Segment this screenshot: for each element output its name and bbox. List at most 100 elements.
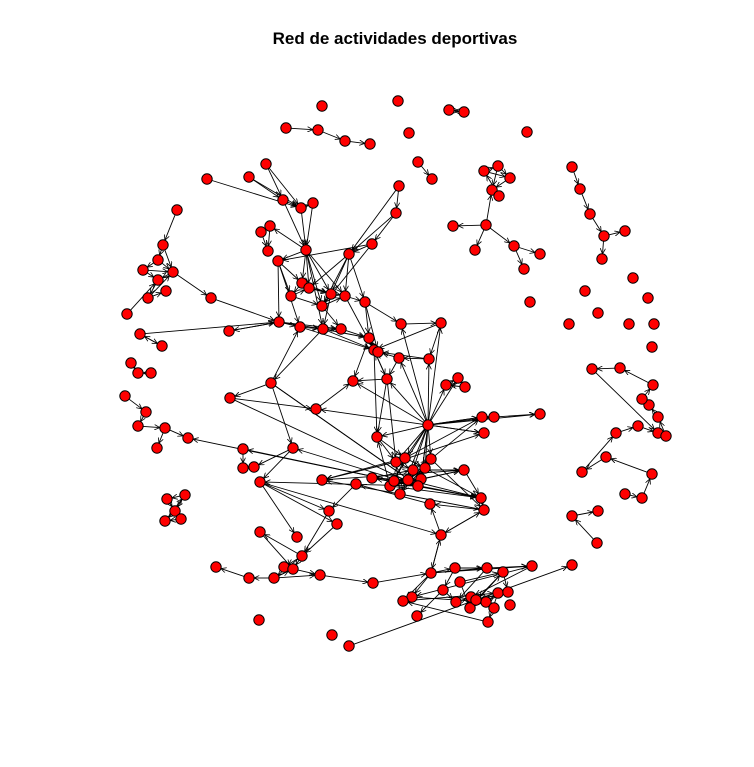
node bbox=[372, 346, 384, 358]
edge bbox=[265, 535, 298, 554]
node bbox=[156, 340, 168, 352]
node bbox=[119, 390, 131, 402]
node bbox=[574, 183, 586, 195]
node bbox=[435, 317, 447, 329]
edge bbox=[496, 180, 506, 187]
edge bbox=[147, 273, 153, 277]
node bbox=[422, 419, 434, 431]
node bbox=[411, 610, 423, 622]
edge bbox=[355, 342, 368, 376]
node bbox=[347, 375, 359, 387]
node bbox=[524, 296, 536, 308]
node bbox=[134, 328, 146, 340]
node bbox=[303, 282, 315, 294]
node bbox=[407, 464, 419, 476]
node bbox=[169, 505, 181, 517]
node bbox=[125, 357, 137, 369]
edge bbox=[645, 389, 650, 396]
edge bbox=[295, 297, 317, 305]
node bbox=[254, 476, 266, 488]
edge bbox=[611, 459, 648, 473]
edge bbox=[433, 425, 479, 433]
node bbox=[132, 420, 144, 432]
edge bbox=[278, 266, 279, 317]
edge bbox=[454, 111, 459, 112]
edge bbox=[327, 330, 369, 348]
node bbox=[646, 341, 658, 353]
edge bbox=[431, 540, 439, 569]
node bbox=[423, 353, 435, 365]
edge bbox=[464, 573, 498, 582]
node bbox=[521, 126, 533, 138]
node bbox=[623, 318, 635, 330]
node bbox=[151, 442, 163, 454]
edge bbox=[268, 167, 298, 204]
node bbox=[502, 586, 514, 598]
node bbox=[291, 531, 303, 543]
node bbox=[323, 505, 335, 517]
node bbox=[447, 220, 459, 232]
edge bbox=[324, 309, 337, 325]
node bbox=[159, 422, 171, 434]
edge bbox=[409, 459, 421, 465]
node bbox=[619, 225, 631, 237]
edge bbox=[415, 429, 427, 465]
node bbox=[600, 451, 612, 463]
edge bbox=[573, 171, 578, 184]
node bbox=[367, 577, 379, 589]
edge bbox=[642, 428, 653, 432]
edge bbox=[489, 168, 493, 170]
edge bbox=[284, 204, 304, 246]
edge bbox=[308, 254, 329, 290]
edge bbox=[476, 567, 528, 594]
edge bbox=[458, 225, 481, 226]
edge bbox=[291, 128, 313, 129]
node bbox=[458, 106, 470, 118]
node bbox=[586, 363, 598, 375]
edge bbox=[327, 458, 401, 478]
node bbox=[243, 171, 255, 183]
node bbox=[632, 420, 644, 432]
node bbox=[660, 430, 672, 442]
node bbox=[335, 323, 347, 335]
edge bbox=[283, 323, 295, 326]
node bbox=[478, 427, 490, 439]
edge bbox=[235, 384, 267, 396]
node bbox=[504, 172, 516, 184]
node bbox=[464, 602, 476, 614]
edge bbox=[504, 576, 506, 587]
edge bbox=[164, 249, 171, 267]
node bbox=[350, 478, 362, 490]
node bbox=[121, 308, 133, 320]
node bbox=[260, 158, 272, 170]
edge bbox=[489, 227, 510, 243]
node bbox=[307, 197, 319, 209]
edge bbox=[306, 254, 320, 301]
node bbox=[364, 138, 376, 150]
node bbox=[253, 614, 265, 626]
edge bbox=[373, 355, 377, 432]
node bbox=[579, 285, 591, 297]
edge bbox=[490, 596, 494, 599]
edge bbox=[576, 520, 594, 540]
node bbox=[300, 244, 312, 256]
edge bbox=[145, 322, 274, 335]
node bbox=[452, 372, 464, 384]
edge bbox=[493, 170, 496, 185]
edge bbox=[349, 298, 360, 301]
edge bbox=[170, 520, 176, 521]
edge bbox=[353, 216, 393, 250]
node bbox=[425, 453, 437, 465]
edge bbox=[159, 432, 164, 443]
edge bbox=[408, 602, 484, 622]
edge bbox=[263, 535, 290, 565]
node bbox=[179, 489, 191, 501]
chart-title: Red de actividades deportivas bbox=[272, 29, 518, 48]
edge bbox=[365, 306, 376, 347]
node bbox=[371, 431, 383, 443]
node bbox=[268, 572, 280, 584]
node bbox=[566, 510, 578, 522]
node bbox=[478, 165, 490, 177]
node bbox=[412, 480, 424, 492]
